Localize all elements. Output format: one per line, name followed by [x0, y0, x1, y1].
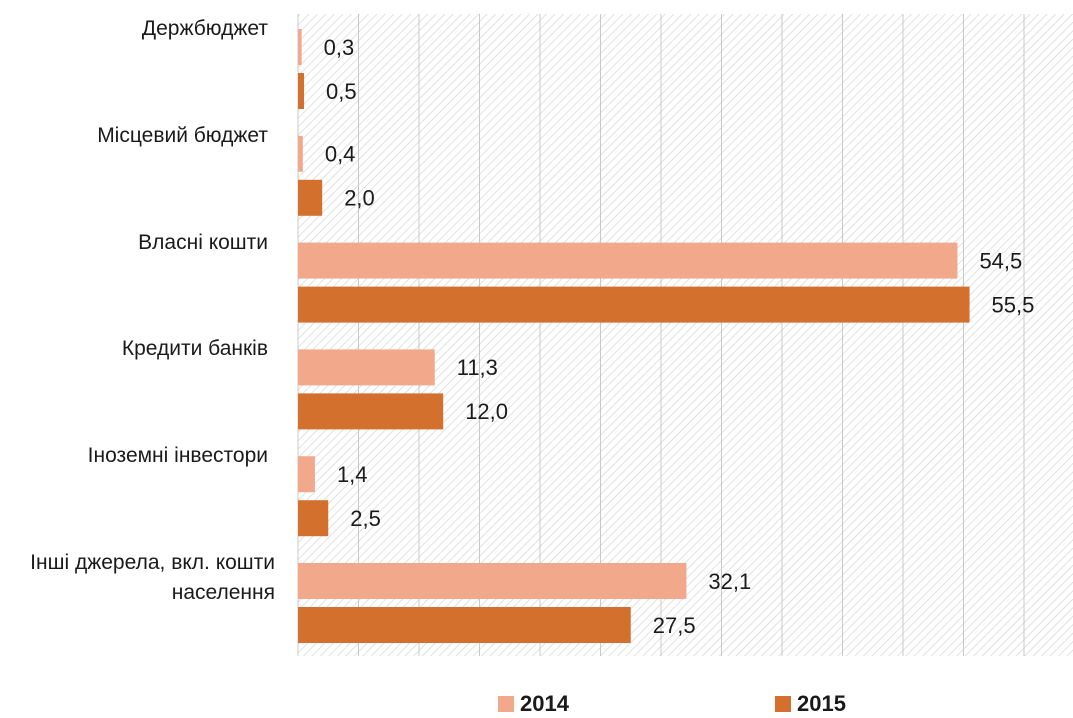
- bar: [298, 179, 323, 216]
- value-label: 0,3: [324, 35, 355, 60]
- category-label: Інші джерела, вкл. кошти населення: [30, 551, 275, 604]
- bar: [298, 29, 302, 65]
- category-label: Держбюджет: [141, 17, 268, 40]
- value-label: 54,5: [979, 248, 1022, 273]
- legend-swatch: [775, 696, 791, 712]
- bar: [298, 393, 444, 430]
- bar: [298, 242, 958, 279]
- bar: [298, 456, 315, 493]
- value-label: 2,0: [344, 186, 375, 211]
- value-label: 0,4: [325, 142, 356, 167]
- value-label: 1,4: [337, 462, 368, 487]
- value-label: 55,5: [992, 292, 1035, 317]
- bar: [298, 286, 970, 323]
- legend-label: 2015: [797, 691, 846, 716]
- bar: [298, 135, 303, 172]
- category-label: Місцевий бюджет: [97, 123, 268, 147]
- value-label: 11,3: [457, 355, 498, 380]
- value-label: 12,0: [465, 399, 508, 424]
- value-label: 27,5: [653, 613, 696, 638]
- value-label: 0,5: [326, 79, 357, 104]
- category-label: Кредити банків: [121, 337, 268, 361]
- category-label: Іноземні інвестори: [87, 444, 268, 468]
- legend-label: 2014: [520, 691, 570, 716]
- category-label: Власні кошти: [138, 230, 268, 254]
- legend-swatch: [498, 696, 514, 712]
- bar: [298, 349, 435, 386]
- value-label: 32,1: [708, 569, 751, 594]
- bar: [298, 607, 631, 643]
- value-label: 2,5: [350, 506, 381, 531]
- bar: [298, 500, 329, 537]
- plot-background: [298, 14, 1073, 656]
- bar: [298, 563, 687, 599]
- bar: [298, 73, 305, 109]
